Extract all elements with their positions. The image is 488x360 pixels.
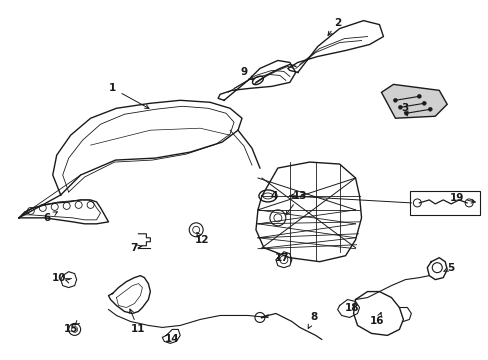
Text: 19: 19 (449, 193, 464, 203)
Text: 15: 15 (63, 324, 78, 334)
Text: 18: 18 (344, 302, 358, 312)
Text: 16: 16 (369, 316, 384, 327)
Circle shape (422, 101, 426, 105)
Text: 2: 2 (333, 18, 341, 28)
Text: 10: 10 (51, 273, 66, 283)
Circle shape (398, 105, 402, 109)
Text: 12: 12 (195, 235, 209, 245)
Text: 6: 6 (43, 213, 50, 223)
Text: 11: 11 (131, 324, 145, 334)
Text: 3: 3 (401, 103, 408, 113)
Circle shape (416, 94, 421, 98)
Circle shape (393, 98, 397, 102)
Text: 14: 14 (164, 334, 179, 345)
Circle shape (427, 107, 431, 111)
Text: 4: 4 (270, 191, 277, 201)
Circle shape (404, 111, 407, 115)
Polygon shape (381, 84, 447, 118)
Text: 17: 17 (274, 253, 288, 263)
Text: 5: 5 (447, 263, 454, 273)
Text: 1: 1 (109, 84, 116, 93)
Text: 7: 7 (130, 243, 138, 253)
Text: 8: 8 (309, 312, 317, 323)
Text: 9: 9 (240, 67, 247, 77)
Text: 13: 13 (292, 191, 306, 201)
